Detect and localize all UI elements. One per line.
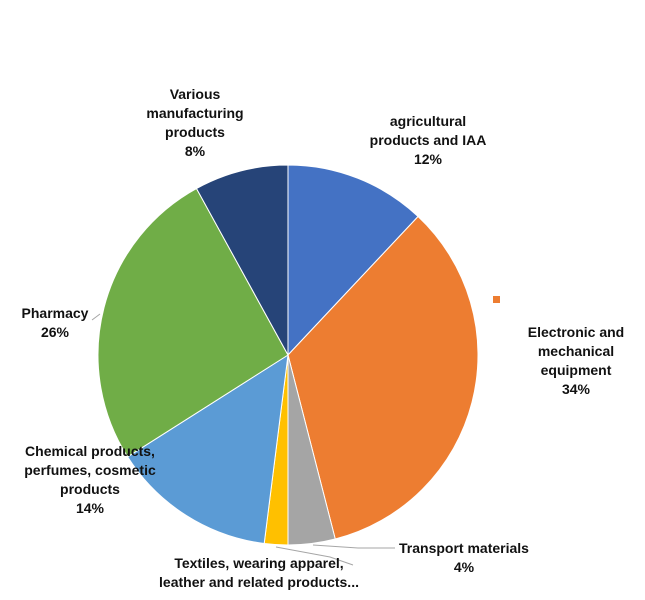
slice-percent: 14% xyxy=(76,500,105,516)
pie-slices xyxy=(97,164,479,546)
slice-percent: 26% xyxy=(41,324,70,340)
slice-label-3: Textiles, wearing apparel, leather and re… xyxy=(159,555,359,590)
slice-label-line: Chemical products, xyxy=(25,443,155,459)
slice-label-line: products xyxy=(165,124,225,140)
slice-label-line: Various xyxy=(170,86,221,102)
slice-label-line: mechanical xyxy=(538,343,614,359)
leader-lines xyxy=(91,313,395,566)
leader-line-5 xyxy=(91,313,101,321)
pie-slice-5 xyxy=(97,187,289,458)
legend-marker-electronic xyxy=(493,296,500,303)
slice-label-line: manufacturing xyxy=(146,105,243,121)
slice-label-6: Various manufacturing products 8% xyxy=(146,86,243,159)
slice-percent: 34% xyxy=(562,381,591,397)
slice-percent: 4% xyxy=(454,559,475,575)
slice-percent: 12% xyxy=(414,151,443,167)
pie-slice-0 xyxy=(287,164,419,357)
slice-label-1: Electronic and mechanical equipment 34% xyxy=(528,324,624,397)
slice-labels: agricultural products and IAA 12% Electroni… xyxy=(22,86,625,590)
slice-percent: 8% xyxy=(185,143,206,159)
slice-label-5: Pharmacy 26% xyxy=(22,305,89,340)
slice-label-line: Transport materials xyxy=(399,540,529,556)
leader-line-3 xyxy=(275,546,354,566)
slice-label-2: Transport materials 4% xyxy=(399,540,529,575)
slice-label-line: Electronic and xyxy=(528,324,624,340)
slice-label-line: equipment xyxy=(541,362,612,378)
slice-label-0: agricultural products and IAA 12% xyxy=(370,113,487,167)
slice-label-line: products xyxy=(60,481,120,497)
slice-label-line: perfumes, cosmetic xyxy=(24,462,156,478)
pie-slice-4 xyxy=(126,354,289,545)
slice-label-line: Textiles, wearing apparel, xyxy=(174,555,343,571)
slice-label-4: Chemical products, perfumes, cosmetic prod… xyxy=(24,443,156,516)
slice-label-line: products and IAA xyxy=(370,132,487,148)
slice-label-line: agricultural xyxy=(390,113,466,129)
pie-slice-6 xyxy=(195,164,289,356)
pie-slice-1 xyxy=(287,215,479,540)
slice-label-line: leather and related products... xyxy=(159,574,359,590)
leader-line-2 xyxy=(312,544,395,549)
slice-label-line: Pharmacy xyxy=(22,305,89,321)
